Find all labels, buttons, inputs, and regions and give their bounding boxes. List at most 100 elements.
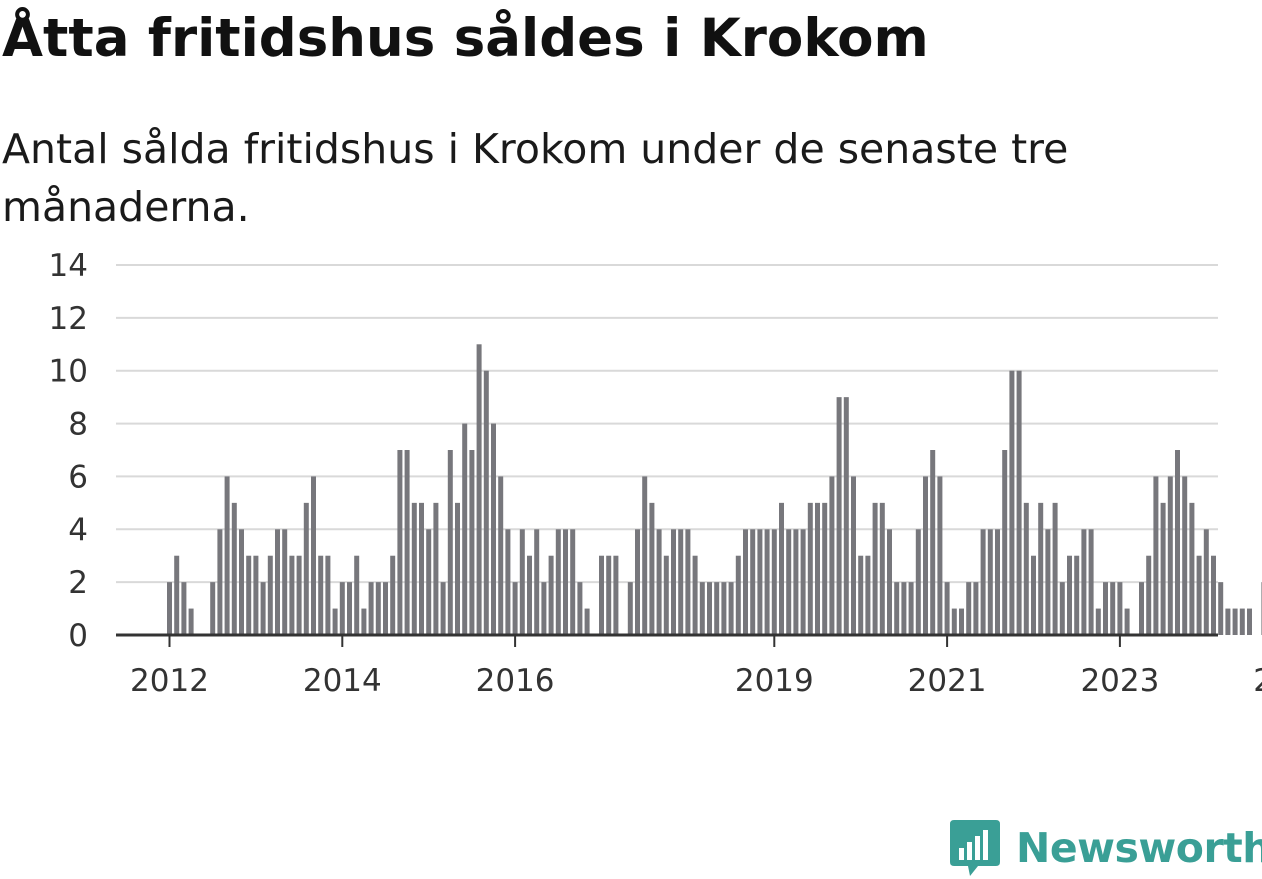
- bar: [692, 555, 698, 635]
- bar: [829, 476, 835, 635]
- bar: [419, 502, 424, 635]
- bar: [210, 582, 216, 635]
- bar: [779, 502, 784, 635]
- bar: [721, 582, 727, 635]
- bar: [923, 476, 928, 635]
- bar: [800, 529, 806, 635]
- x-tick-label: 2016: [476, 663, 555, 699]
- bar: [440, 582, 446, 635]
- bar: [865, 555, 871, 635]
- bar: [836, 397, 842, 635]
- chart-title: Åtta fritidshus såldes i Krokom: [2, 8, 929, 69]
- y-tick-label: 14: [49, 248, 88, 284]
- bar: [1211, 555, 1216, 635]
- x-tick-label: 2019: [735, 663, 814, 699]
- bar: [1016, 370, 1022, 635]
- bar: [995, 529, 1000, 635]
- bar: [1124, 608, 1130, 635]
- bar: [361, 608, 367, 635]
- bar: [1139, 582, 1144, 635]
- y-tick-label: 4: [68, 512, 88, 548]
- bar: [606, 555, 612, 635]
- bar: [541, 582, 547, 635]
- bar: [1175, 450, 1180, 635]
- bar: [1218, 582, 1224, 635]
- bar: [476, 344, 482, 635]
- bar: [599, 555, 604, 635]
- bar: [1203, 529, 1209, 635]
- bar: [1232, 608, 1238, 635]
- bar: [822, 502, 828, 635]
- bar: [1182, 476, 1188, 635]
- bar: [1189, 502, 1195, 635]
- bar: [807, 502, 813, 635]
- bar: [512, 582, 518, 635]
- bar: [1247, 608, 1252, 635]
- bar: [815, 502, 820, 635]
- x-tick-label: 2023: [1080, 663, 1159, 699]
- bar: [519, 529, 525, 635]
- y-axis-ticks: 0 2 4 6 8 10 12 14: [49, 248, 88, 654]
- bar: [1110, 582, 1116, 635]
- bar: [649, 502, 655, 635]
- bar: [1239, 608, 1245, 635]
- bar: [951, 608, 957, 635]
- bar: [1103, 582, 1108, 635]
- bar: [397, 450, 403, 635]
- x-tick-label: 2021: [908, 663, 987, 699]
- y-tick-label: 0: [68, 618, 88, 654]
- bar: [678, 529, 684, 635]
- bar: [851, 476, 856, 635]
- bar: [915, 529, 921, 635]
- bar: [944, 582, 950, 635]
- newsworthy-logo-icon: [950, 820, 1000, 876]
- bar: [707, 582, 712, 635]
- bar: [750, 529, 756, 635]
- bar: [894, 582, 900, 635]
- bar: [390, 555, 396, 635]
- bar: [246, 555, 252, 635]
- bar: [714, 582, 720, 635]
- bar: [663, 555, 669, 635]
- bar: [1038, 502, 1044, 635]
- bar: [980, 529, 986, 635]
- bar: [325, 555, 331, 635]
- bar: [174, 555, 180, 635]
- bar: [793, 529, 799, 635]
- bar: [959, 608, 964, 635]
- bar: [447, 450, 453, 635]
- bar: [289, 555, 295, 635]
- bar: [1225, 608, 1231, 635]
- bar: [613, 555, 619, 635]
- bar: [534, 529, 540, 635]
- bar: [375, 582, 381, 635]
- chart-subtitle: Antal sålda fritidshus i Krokom under de…: [2, 125, 1069, 231]
- x-tick-label: 2012: [130, 663, 209, 699]
- bar: [1117, 582, 1123, 635]
- bar: [973, 582, 979, 635]
- bar: [728, 582, 734, 635]
- bar: [1002, 450, 1008, 635]
- bar: [239, 529, 244, 635]
- bar: [577, 582, 583, 635]
- bar: [231, 502, 237, 635]
- x-axis-ticks: 2012 2014 2016 2019 2021 2023 2025: [130, 635, 1262, 699]
- bar: [318, 555, 324, 635]
- bar: [404, 450, 410, 635]
- y-tick-label: 8: [68, 407, 88, 443]
- bar: [908, 582, 914, 635]
- bars: [167, 344, 1262, 635]
- bar: [555, 529, 561, 635]
- bar: [383, 582, 388, 635]
- bar: [1023, 502, 1029, 635]
- bar: [548, 555, 554, 635]
- bar: [1167, 476, 1173, 635]
- bar: [563, 529, 568, 635]
- y-tick-label: 6: [68, 459, 88, 495]
- bar: [224, 476, 230, 635]
- bar: [1009, 370, 1015, 635]
- bar: [764, 529, 770, 635]
- bar: [267, 555, 273, 635]
- bar: [966, 582, 972, 635]
- bar: [930, 450, 936, 635]
